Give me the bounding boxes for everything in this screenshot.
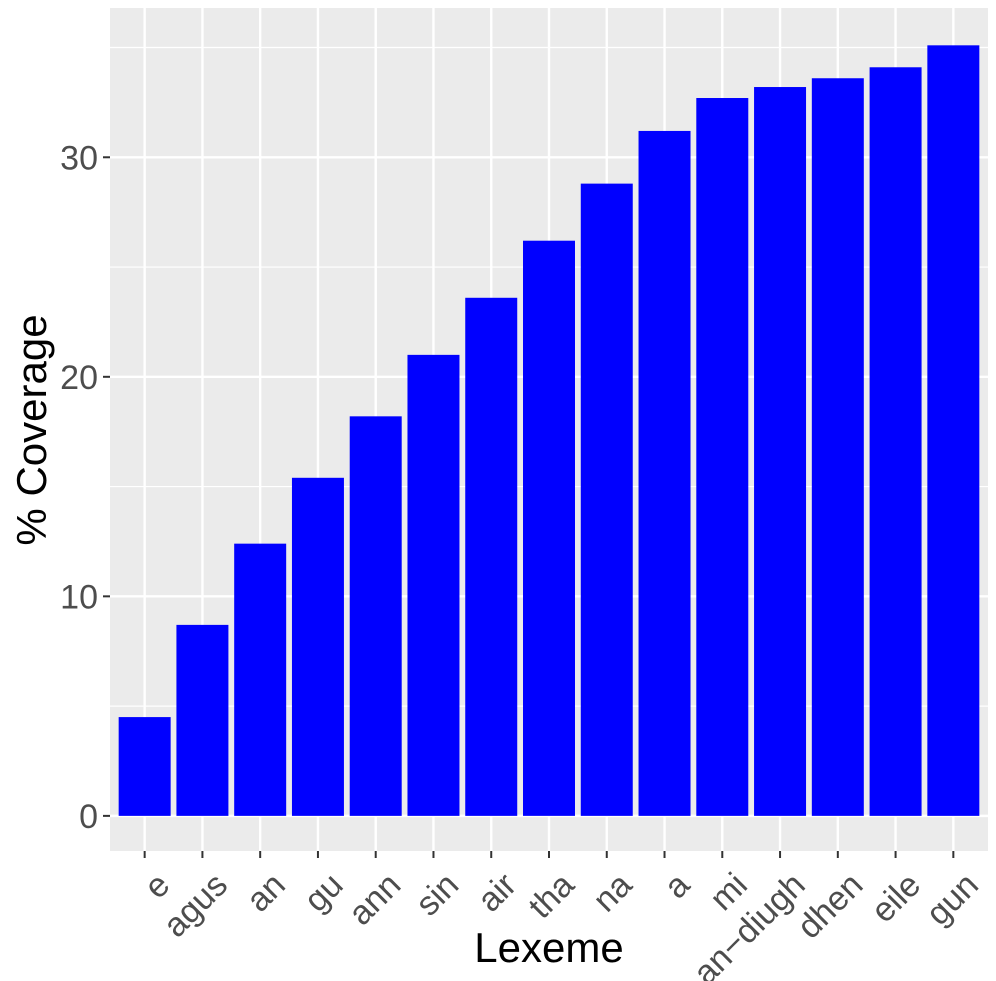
x-tick-label: dhen (790, 866, 870, 946)
bar-7 (523, 240, 575, 816)
y-tick-label: 30 (60, 139, 98, 177)
bar-5 (407, 354, 460, 816)
bar-2 (234, 543, 287, 816)
bar-14 (927, 45, 980, 816)
bar-8 (580, 183, 633, 816)
x-tick-label: na (586, 866, 640, 920)
x-tick-label: an (239, 866, 293, 920)
x-tick-label: eile (864, 866, 928, 930)
bar-4 (349, 416, 402, 816)
x-tick-label: gu (297, 866, 351, 920)
y-tick-label: 0 (79, 798, 98, 836)
x-tick-label: e (137, 866, 177, 906)
bars (118, 45, 980, 816)
bar-10 (696, 98, 749, 816)
bar-9 (638, 130, 691, 816)
bar-3 (291, 477, 344, 816)
x-tick-label: air (470, 866, 524, 920)
y-axis-title: % Coverage (8, 314, 55, 545)
bar-6 (465, 297, 518, 816)
bar-0 (118, 717, 171, 816)
x-axis-title: Lexeme (474, 924, 623, 971)
bar-11 (754, 87, 807, 816)
y-tick-label: 20 (60, 359, 98, 397)
x-tick-label: agus (156, 866, 235, 945)
x-tick-label: a (657, 866, 697, 906)
bar-12 (811, 78, 864, 816)
x-tick-label: gun (919, 866, 986, 933)
y-tick-label: 10 (60, 578, 98, 616)
bar-13 (869, 67, 922, 816)
y-axis: 0 10 20 30 (60, 139, 110, 836)
x-tick-label: sin (408, 866, 466, 924)
x-tick-label: tha (521, 866, 581, 926)
x-tick-label: ann (341, 866, 408, 933)
bar-1 (176, 624, 229, 816)
